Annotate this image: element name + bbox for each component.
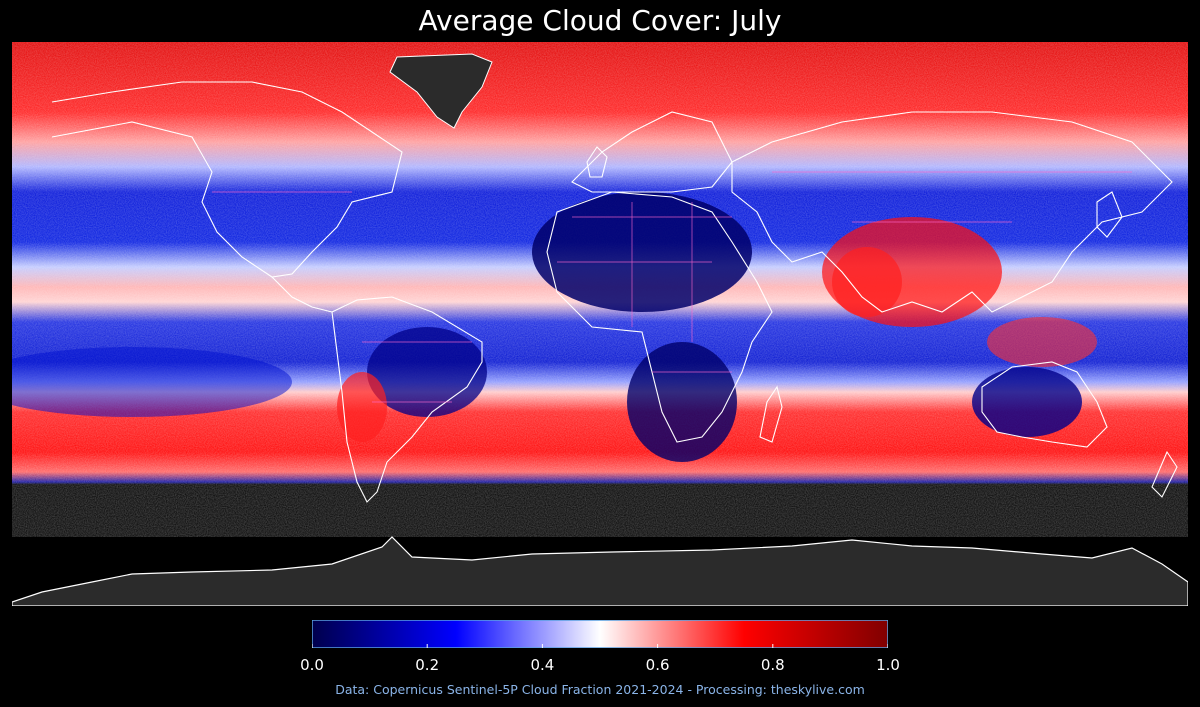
- peru-stratus: [337, 372, 387, 442]
- madagascar-coast: [759, 385, 783, 443]
- colorbar-tick-label: 0.0: [300, 656, 324, 674]
- africa-clear-north: [532, 192, 752, 312]
- colorbar-tick-labels: 0.0 0.2 0.4 0.6 0.8 1.0: [300, 648, 900, 678]
- borders: [212, 171, 1132, 403]
- new-zealand-coast: [1151, 450, 1178, 498]
- colorbar-gradient: [312, 620, 888, 648]
- colorbar-ticks: [312, 644, 888, 648]
- south-america-coast: [331, 296, 483, 503]
- indonesia-cloud: [987, 317, 1097, 367]
- colorbar-tick-label: 0.6: [645, 656, 670, 674]
- australia-coast: [981, 361, 1108, 448]
- pacific-clear: [12, 347, 292, 417]
- japan-coast: [1096, 191, 1123, 238]
- colorbar-tick-label: 0.8: [760, 656, 785, 674]
- asia-coast: [731, 111, 1173, 313]
- map-title: Average Cloud Cover: July: [418, 4, 782, 37]
- antarctica-landmass: [12, 536, 1188, 606]
- uk-coast: [586, 146, 608, 178]
- colorbar-tick-label: 0.4: [530, 656, 555, 674]
- colorbar-tick-label: 1.0: [876, 656, 900, 674]
- colorbar: [312, 620, 888, 648]
- data-credit: Data: Copernicus Sentinel-5P Cloud Fract…: [335, 682, 865, 697]
- cloud-cover-map: [12, 42, 1188, 606]
- india-monsoon: [832, 247, 902, 317]
- north-america-coast: [51, 81, 403, 278]
- australia-clear: [972, 367, 1082, 437]
- colorbar-tick-label: 0.2: [415, 656, 440, 674]
- africa-coast: [546, 191, 773, 443]
- greenland-landmass: [389, 53, 493, 129]
- central-america-coast: [271, 276, 333, 313]
- coastlines: [51, 81, 1178, 503]
- africa-clear-south: [627, 342, 737, 462]
